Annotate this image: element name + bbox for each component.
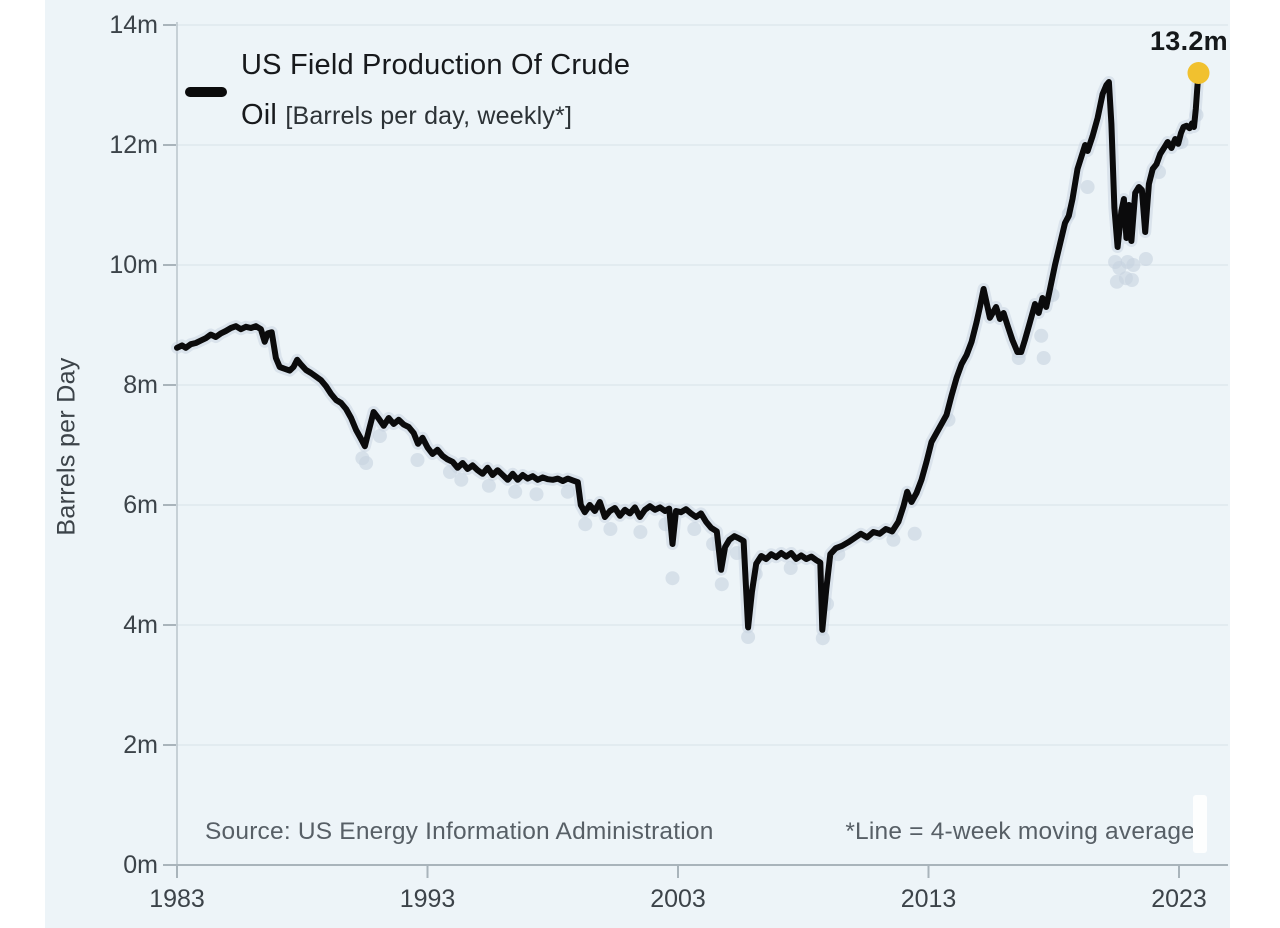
weekly-scatter-point (508, 484, 523, 499)
weekly-scatter-point (410, 453, 425, 467)
weekly-scatter-point (481, 478, 496, 493)
weekly-scatter-point (687, 522, 702, 536)
weekly-scatter-point (907, 526, 922, 541)
weekly-scatter-point (454, 472, 469, 487)
chart-canvas (45, 0, 1230, 928)
y-axis-title: Barrels per Day (52, 357, 81, 536)
white-strip-artifact (1193, 795, 1207, 853)
weekly-scatter-point (729, 546, 744, 560)
weekly-scatter-point (783, 561, 798, 575)
legend-label-line2-detail: [Barrels per day, weekly*] (285, 102, 573, 130)
x-tick-label: 2023 (1151, 885, 1207, 913)
latest-value-dot (1187, 62, 1210, 84)
x-tick-label: 2003 (650, 885, 706, 913)
y-tick-label: 12m (109, 131, 158, 159)
weekly-scatter-point (529, 487, 544, 502)
weekly-scatter-point (886, 532, 901, 547)
weekly-scatter-point (1036, 351, 1051, 365)
moving-average-footnote: *Line = 4-week moving average (845, 818, 1195, 845)
legend: US Field Production Of Crude Oil [Barrel… (185, 40, 630, 141)
weekly-scatter-point (714, 577, 729, 592)
weekly-scatter-point (603, 522, 618, 536)
weekly-scatter-point (372, 429, 387, 443)
y-tick-label: 4m (123, 611, 158, 639)
x-tick-label: 1993 (399, 885, 456, 913)
weekly-scatter-point (741, 630, 756, 644)
weekly-scatter-point (633, 525, 648, 539)
latest-value-label: 13.2m (1149, 26, 1228, 56)
x-tick-label: 1983 (149, 885, 205, 913)
weekly-scatter-point (815, 631, 830, 646)
legend-label: US Field Production Of Crude Oil [Barrel… (241, 40, 630, 141)
x-tick-label: 2013 (900, 885, 957, 913)
weekly-scatter-point (1034, 328, 1049, 343)
weekly-scatter-point (560, 484, 575, 499)
weekly-scatter-point (1080, 180, 1095, 194)
weekly-scatter-point (1124, 273, 1139, 287)
weekly-scatter-point (359, 456, 374, 470)
legend-label-line2-main: Oil (241, 99, 278, 131)
weekly-scatter-point (665, 571, 680, 586)
legend-label-line1: US Field Production Of Crude (241, 49, 631, 81)
y-tick-label: 6m (123, 491, 158, 519)
y-tick-label: 2m (123, 731, 158, 759)
y-tick-label: 10m (109, 251, 158, 279)
production-line (174, 70, 1202, 633)
weekly-scatter-point (578, 517, 593, 532)
weekly-scatter-point (1138, 252, 1153, 266)
weekly-scatter-point (1126, 258, 1141, 272)
legend-line-swatch (185, 86, 227, 97)
y-tick-label: 8m (123, 371, 158, 399)
weekly-scatter-point (443, 465, 457, 479)
source-note: Source: US Energy Information Administra… (205, 818, 714, 845)
y-tick-label: 14m (109, 11, 158, 39)
y-tick-label: 0m (123, 851, 158, 879)
